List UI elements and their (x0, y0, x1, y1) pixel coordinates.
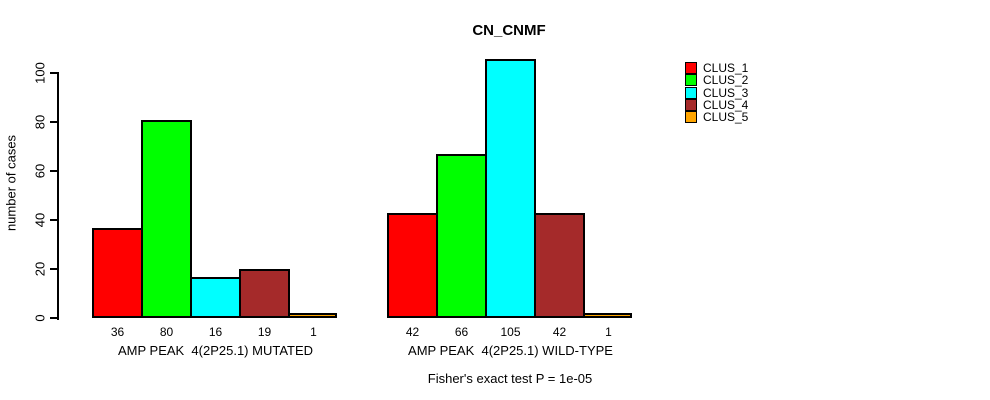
legend-label: CLUS_4 (703, 98, 749, 113)
y-tick-label: 60 (32, 163, 48, 179)
y-tick-mark (50, 268, 57, 270)
y-tick-mark (50, 121, 57, 123)
bar-value-label: 42 (405, 325, 420, 339)
y-tick-label: 100 (32, 62, 48, 84)
y-tick-label: 0 (32, 314, 48, 322)
bar-value-label: 80 (159, 325, 174, 339)
legend-label: CLUS_3 (703, 85, 749, 100)
legend-swatch-icon (685, 62, 697, 74)
bar-clus_5-group1 (288, 313, 337, 318)
group-label: AMP PEAK 4(2P25.1) WILD-TYPE (408, 343, 613, 358)
legend-label: CLUS_1 (703, 61, 749, 75)
legend-swatch-icon (685, 86, 697, 99)
bar-clus_3-group2 (485, 59, 536, 318)
bar-clus_3-group1 (190, 277, 241, 318)
legend-swatch-icon (685, 111, 697, 124)
bar-value-label: 1 (310, 325, 317, 339)
y-tick-label: 20 (32, 261, 48, 277)
bar-value-label: 36 (110, 325, 125, 339)
legend-item-clus_4: CLUS_4 (685, 98, 749, 113)
bar-clus_4-group1 (239, 269, 290, 318)
y-tick-mark (50, 219, 57, 221)
fisher-test-annotation: Fisher's exact test P = 1e-05 (427, 371, 593, 386)
y-tick-mark (50, 170, 57, 172)
y-tick-mark (50, 317, 57, 319)
legend-item-clus_1: CLUS_1 (685, 62, 748, 74)
bar-clus_1-group2 (387, 213, 438, 318)
y-tick-label: 80 (32, 114, 48, 130)
bar-value-label: 16 (208, 325, 223, 339)
bar-value-label: 105 (500, 325, 521, 339)
legend-swatch-icon (685, 99, 697, 112)
bar-clus_5-group2 (583, 313, 632, 318)
bar-value-label: 1 (605, 325, 612, 339)
legend-label: CLUS_2 (703, 73, 749, 88)
bar-value-label: 42 (552, 325, 567, 339)
bar-value-label: 66 (454, 325, 469, 339)
bar-value-label: 19 (257, 325, 272, 339)
legend-item-clus_3: CLUS_3 (685, 85, 749, 100)
bar-clus_4-group2 (534, 213, 585, 318)
bar-clus_1-group1 (92, 228, 143, 318)
bar-clus_2-group2 (436, 154, 487, 318)
legend-swatch-icon (685, 74, 697, 87)
legend-item-clus_2: CLUS_2 (685, 73, 749, 88)
legend: CLUS_1 CLUS_2 CLUS_3 CLUS_4 CLUS_5 (685, 62, 748, 124)
y-axis-label: number of cases (3, 134, 19, 232)
group-label: AMP PEAK 4(2P25.1) MUTATED (117, 343, 314, 358)
legend-label: CLUS_5 (703, 110, 749, 125)
y-axis-line (57, 72, 59, 320)
y-tick-label: 40 (32, 212, 48, 228)
bar-clus_2-group1 (141, 120, 192, 318)
chart-title: CN_CNMF (472, 22, 546, 39)
legend-item-clus_5: CLUS_5 (685, 110, 749, 125)
y-tick-mark (50, 72, 57, 74)
